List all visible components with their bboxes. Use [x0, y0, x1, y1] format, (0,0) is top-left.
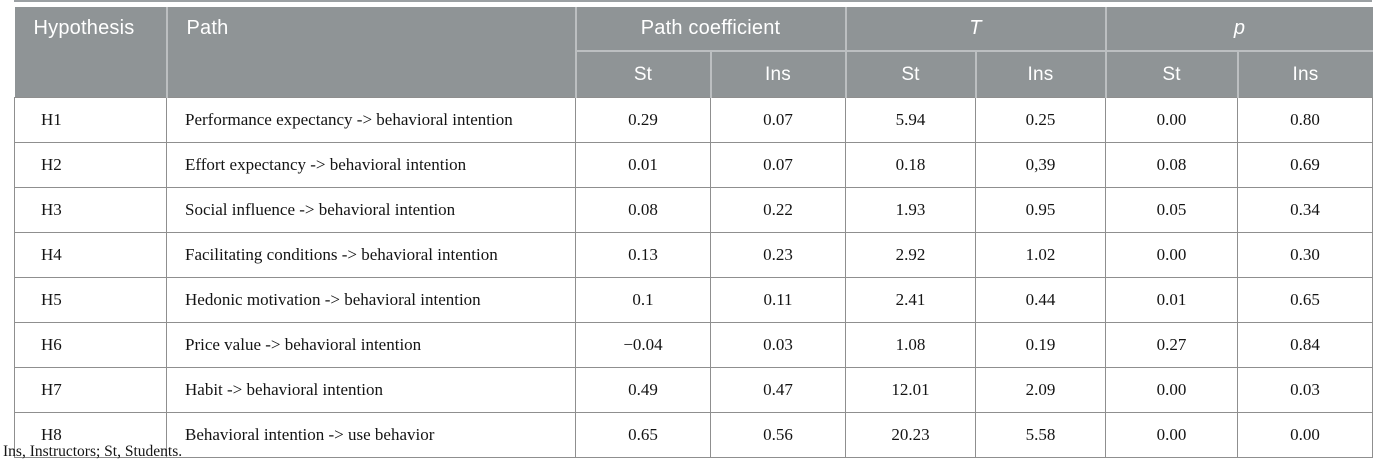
value-cell: 0.19	[974, 322, 1107, 368]
value-cell: 0.03	[710, 322, 846, 368]
value-cell: 0.00	[1105, 97, 1239, 143]
header-group-row: Hypothesis Path Path coefficient T p	[14, 7, 1373, 98]
value-cell: 1.93	[845, 187, 976, 233]
path-cell: Social influence -> behavioral intention	[166, 187, 576, 233]
results-table: Hypothesis Path Path coefficient T p St …	[14, 7, 1374, 458]
value-cell: 0.18	[845, 142, 976, 188]
path-cell: Hedonic motivation -> behavioral intenti…	[166, 277, 576, 323]
subcol-header-st: St	[574, 51, 711, 98]
table-header: Hypothesis Path Path coefficient T p St …	[14, 7, 1373, 98]
value-cell: 0.03	[1237, 367, 1374, 413]
value-cell: 0.95	[974, 187, 1107, 233]
value-cell: 0.07	[710, 142, 846, 188]
value-cell: 0.65	[1237, 277, 1374, 323]
path-cell: Behavioral intention -> use behavior	[166, 412, 576, 458]
value-cell: 0.00	[1105, 412, 1239, 458]
value-cell: 0.00	[1105, 232, 1239, 278]
hypothesis-cell: H1	[14, 97, 167, 143]
path-coefficient-group-header: Path coefficient	[574, 7, 846, 52]
hypothesis-cell: H7	[14, 367, 167, 413]
t-group-header: T	[844, 7, 1106, 52]
value-cell: 0.01	[1105, 277, 1239, 323]
value-cell: 0.01	[575, 142, 711, 188]
value-cell: −0.04	[575, 322, 711, 368]
table-footnote: Ins, Instructors; St, Students.	[3, 443, 183, 460]
value-cell: 0.49	[575, 367, 711, 413]
subcol-header-st: St	[1104, 51, 1238, 98]
subcol-header-ins: Ins	[709, 51, 846, 98]
subcol-header-st: St	[844, 51, 976, 98]
header-subcol-row: St Ins St Ins St Ins	[15, 51, 1373, 98]
value-cell: 5.94	[845, 97, 976, 143]
table-row: H5 Hedonic motivation -> behavioral inten…	[14, 277, 1374, 323]
value-cell: 0.08	[1105, 142, 1239, 188]
value-cell: 0.13	[575, 232, 711, 278]
value-cell: 1.02	[974, 232, 1107, 278]
value-cell: 1.08	[845, 322, 976, 368]
value-cell: 0.44	[974, 277, 1107, 323]
value-cell: 0.29	[575, 97, 711, 143]
path-cell: Effort expectancy -> behavioral intentio…	[166, 142, 576, 188]
value-cell: 0.84	[1237, 322, 1374, 368]
value-cell: 0.07	[710, 97, 846, 143]
subcol-header-ins: Ins	[974, 51, 1106, 98]
path-cell: Performance expectancy -> behavioral int…	[166, 97, 576, 143]
table-top-rule	[14, 0, 1372, 2]
value-cell: 0.23	[710, 232, 846, 278]
table-row: H1 Performance expectancy -> behavioral i…	[14, 97, 1374, 143]
value-cell: 0.34	[1237, 187, 1374, 233]
hypothesis-cell: H2	[14, 142, 167, 188]
path-cell: Price value -> behavioral intention	[166, 322, 576, 368]
p-group-header: p	[1104, 7, 1373, 52]
path-cell: Facilitating conditions -> behavioral in…	[166, 232, 576, 278]
hypothesis-cell: H8	[14, 412, 167, 458]
hypothesis-cell: H4	[14, 232, 167, 278]
hypothesis-cell: H5	[14, 277, 167, 323]
value-cell: 0.80	[1237, 97, 1374, 143]
path-cell: Habit -> behavioral intention	[166, 367, 576, 413]
value-cell: 0.30	[1237, 232, 1374, 278]
value-cell: 12.01	[845, 367, 976, 413]
table-row: H8 Behavioral intention -> use behavior 0.…	[14, 412, 1374, 458]
value-cell: 0.27	[1105, 322, 1239, 368]
value-cell: 0.22	[710, 187, 846, 233]
value-cell: 2.92	[845, 232, 976, 278]
value-cell: 0.08	[575, 187, 711, 233]
value-cell: 0.56	[710, 412, 846, 458]
value-cell: 0.05	[1105, 187, 1239, 233]
value-cell: 2.41	[845, 277, 976, 323]
value-cell: 0.69	[1237, 142, 1374, 188]
value-cell: 0,39	[974, 142, 1107, 188]
value-cell: 0.65	[575, 412, 711, 458]
value-cell: 5.58	[974, 412, 1107, 458]
hypothesis-cell: H6	[14, 322, 167, 368]
value-cell: 0.1	[575, 277, 711, 323]
table-row: H7 Habit -> behavioral intention 0.49 0.47 1…	[14, 367, 1374, 413]
table-body: H1 Performance expectancy -> behavioral i…	[14, 97, 1374, 458]
value-cell: 0.00	[1237, 412, 1374, 458]
value-cell: 0.25	[974, 97, 1107, 143]
table-row: H2 Effort expectancy -> behavioral intent…	[14, 142, 1374, 188]
value-cell: 0.47	[710, 367, 846, 413]
value-cell: 0.11	[710, 277, 846, 323]
hypothesis-column-header: Hypothesis	[14, 7, 167, 98]
subcol-header-ins: Ins	[1236, 51, 1373, 98]
table-row: H3 Social influence -> behavioral intenti…	[14, 187, 1374, 233]
path-column-header: Path	[165, 7, 576, 98]
table-row: H4 Facilitating conditions -> behavioral …	[14, 232, 1374, 278]
value-cell: 2.09	[974, 367, 1107, 413]
hypothesis-cell: H3	[14, 187, 167, 233]
table-row: H6 Price value -> behavioral intention −0.…	[14, 322, 1374, 368]
value-cell: 20.23	[845, 412, 976, 458]
value-cell: 0.00	[1105, 367, 1239, 413]
